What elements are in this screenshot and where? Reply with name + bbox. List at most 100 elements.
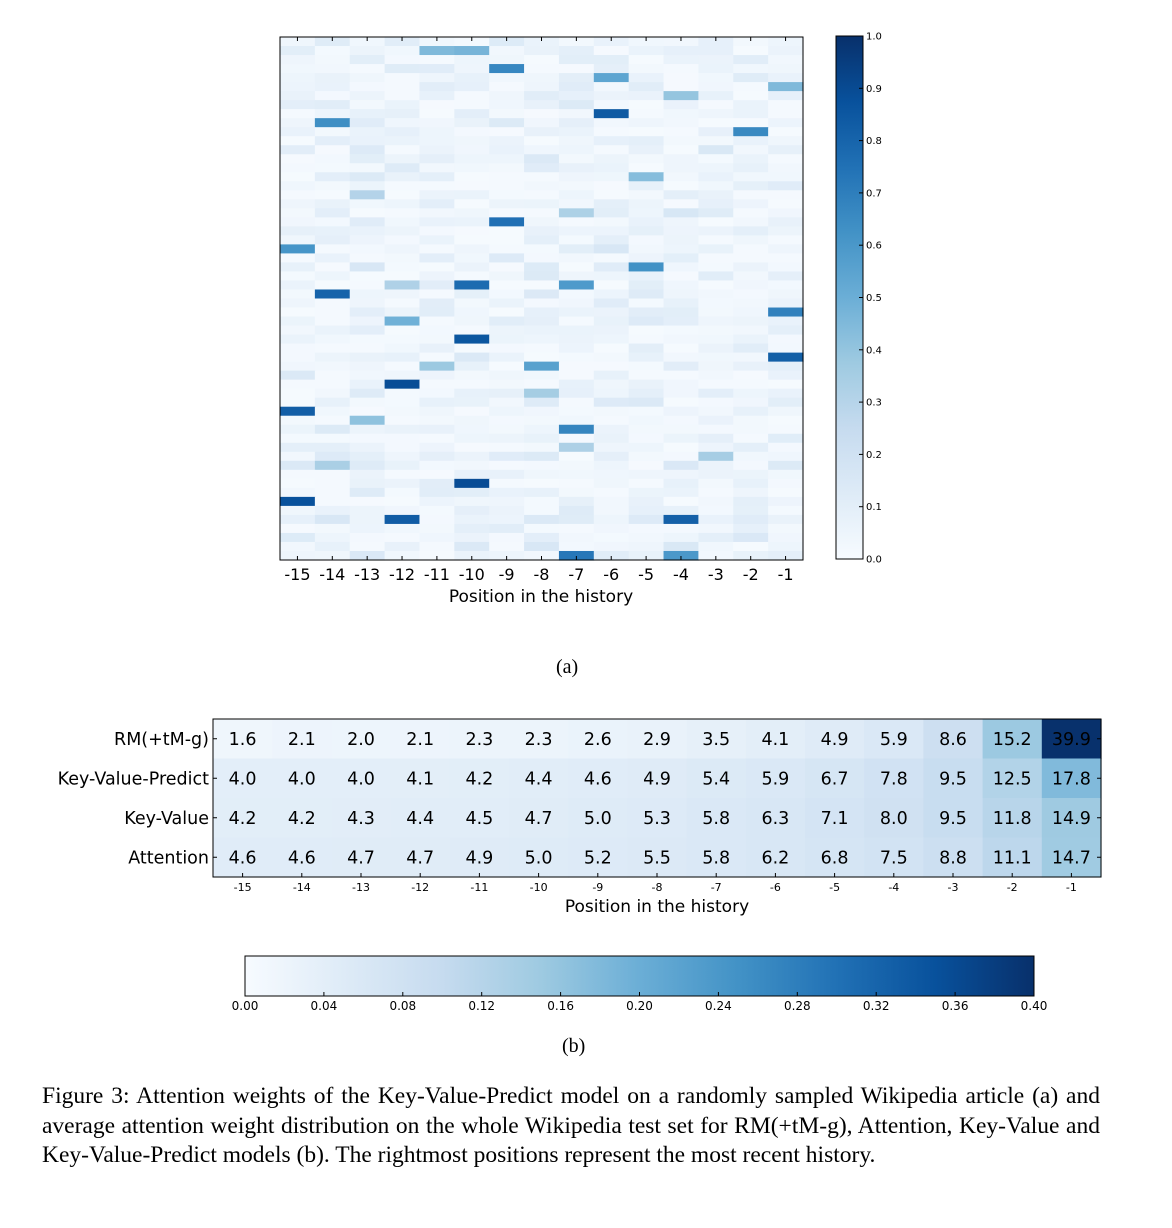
heatmap-a-cell: [768, 442, 804, 453]
heatmap-a-cell: [593, 505, 630, 516]
heatmap-a-cell: [314, 37, 351, 47]
heatmap-a-cell: [524, 37, 560, 47]
heatmap-a-cell: [733, 361, 769, 372]
heatmap-a-cell: [768, 325, 804, 336]
heatmap-a-cell: [419, 163, 455, 173]
heatmap-b-cell: [923, 837, 984, 878]
heatmap-a-cell: [628, 307, 665, 318]
heatmap-a-cell: [593, 181, 630, 191]
heatmap-a-cell: [419, 469, 455, 480]
heatmap-a-cell: [489, 280, 525, 291]
heatmap-b-cell-label: 4.6: [229, 848, 257, 868]
heatmap-a-cell: [663, 82, 699, 92]
heatmap-a-cell: [663, 298, 699, 309]
heatmap-a-cell: [280, 244, 316, 255]
heatmap-b-cell: [1041, 758, 1102, 799]
heatmap-a-cell: [524, 118, 560, 128]
heatmap-a-cell: [593, 55, 630, 65]
heatmap-a-cell: [593, 514, 630, 525]
heatmap-a-cell: [558, 424, 595, 435]
heatmap-a-cell: [489, 199, 525, 209]
heatmap-a-cell: [663, 271, 699, 282]
heatmap-b-cell: [923, 798, 984, 839]
heatmap-a-cell: [768, 271, 804, 282]
heatmap-a-cell: [698, 541, 734, 552]
heatmap-a-cell: [524, 109, 560, 119]
heatmap-b-cell-label: 4.0: [288, 769, 316, 789]
heatmap-a-cell: [349, 253, 386, 264]
heatmap-a-cell: [593, 424, 630, 435]
heatmap-a-cell: [314, 325, 351, 336]
heatmap-a-cell: [733, 199, 769, 209]
heatmap-a-cell: [558, 343, 595, 354]
figure-caption: Figure 3: Attention weights of the Key-V…: [42, 1083, 1100, 1168]
heatmap-a-cell: [280, 469, 316, 480]
heatmap-a-cell: [628, 541, 665, 552]
heatmap-b-cell-label: 11.1: [993, 848, 1032, 868]
heatmap-a-cell: [314, 523, 351, 534]
heatmap-b-cell-label: 4.9: [821, 730, 849, 750]
heatmap-a-cell: [489, 478, 525, 489]
heatmap-a-cell: [314, 487, 351, 498]
heatmap-a-cell: [419, 496, 455, 507]
heatmap-a-cell: [733, 442, 769, 453]
heatmap-a-cell: [558, 199, 595, 209]
heatmap-a-cell: [768, 460, 804, 471]
heatmap-a-cell: [489, 298, 525, 309]
heatmap-a-cell: [489, 73, 525, 83]
heatmap-b-cell-label: 7.1: [821, 809, 849, 829]
heatmap-a-cell: [280, 280, 316, 291]
heatmap-b-cell: [568, 758, 628, 799]
heatmap-a-cell: [593, 208, 630, 218]
heatmap-a-cell: [524, 325, 560, 336]
heatmap-a-cell: [280, 37, 316, 47]
heatmap-a-cell: [489, 109, 525, 119]
heatmap-a-cell: [384, 82, 421, 92]
heatmap-a-cell: [698, 64, 734, 74]
heatmap-a-cell: [733, 37, 769, 47]
heatmap-a-cell: [628, 451, 665, 462]
heatmap-a-cell: [628, 433, 665, 444]
heatmap-a-cell: [280, 514, 316, 525]
heatmap-a-cell: [768, 208, 804, 218]
heatmap-a-cell: [384, 514, 421, 525]
heatmap-a-tick-label: -11: [424, 565, 450, 584]
heatmap-a-cell: [524, 154, 560, 164]
heatmap-a-cell: [768, 145, 804, 155]
heatmap-a-cell: [628, 532, 665, 543]
heatmap-a-cell: [419, 550, 455, 561]
heatmap-a-cell: [628, 280, 665, 291]
heatmap-a-tick-label: -3: [708, 565, 724, 584]
heatmap-a-cell: [454, 181, 490, 191]
heatmap-a-cell: [593, 271, 630, 282]
heatmap-a-cell: [768, 226, 804, 236]
heatmap-b-cell-label: 2.1: [406, 730, 434, 750]
heatmap-a-cell: [384, 109, 421, 119]
heatmap-a-cell: [454, 316, 490, 327]
heatmap-a-cell: [489, 433, 525, 444]
heatmap-a-cell: [733, 244, 769, 255]
heatmap-a-cell: [628, 271, 665, 282]
heatmap-a-cell: [454, 262, 490, 273]
heatmap-a-cell: [698, 361, 734, 372]
heatmap-b-cell-label: 12.5: [993, 769, 1032, 789]
heatmap-a-cell: [628, 100, 665, 110]
heatmap-a-cell: [524, 388, 560, 399]
heatmap-a-cell: [489, 424, 525, 435]
colorbar-b-tick-label: 0.32: [863, 999, 890, 1013]
heatmap-a-cell: [698, 307, 734, 318]
heatmap-a-cell: [349, 370, 386, 381]
heatmap-b-tick-label: -13: [352, 881, 370, 894]
heatmap-a-cell: [384, 199, 421, 209]
heatmap-b-cell-label: 4.3: [347, 809, 375, 829]
heatmap-a-cell: [314, 46, 351, 56]
heatmap-b-cell: [1041, 719, 1102, 760]
heatmap-a-cell: [558, 532, 595, 543]
heatmap-a-cell: [768, 190, 804, 200]
heatmap-a-cell: [593, 100, 630, 110]
heatmap-a-cell: [349, 136, 386, 146]
heatmap-a-cell: [419, 298, 455, 309]
heatmap-a-cell: [349, 550, 386, 561]
heatmap-a-cell: [698, 478, 734, 489]
heatmap-a-cell: [280, 163, 316, 173]
